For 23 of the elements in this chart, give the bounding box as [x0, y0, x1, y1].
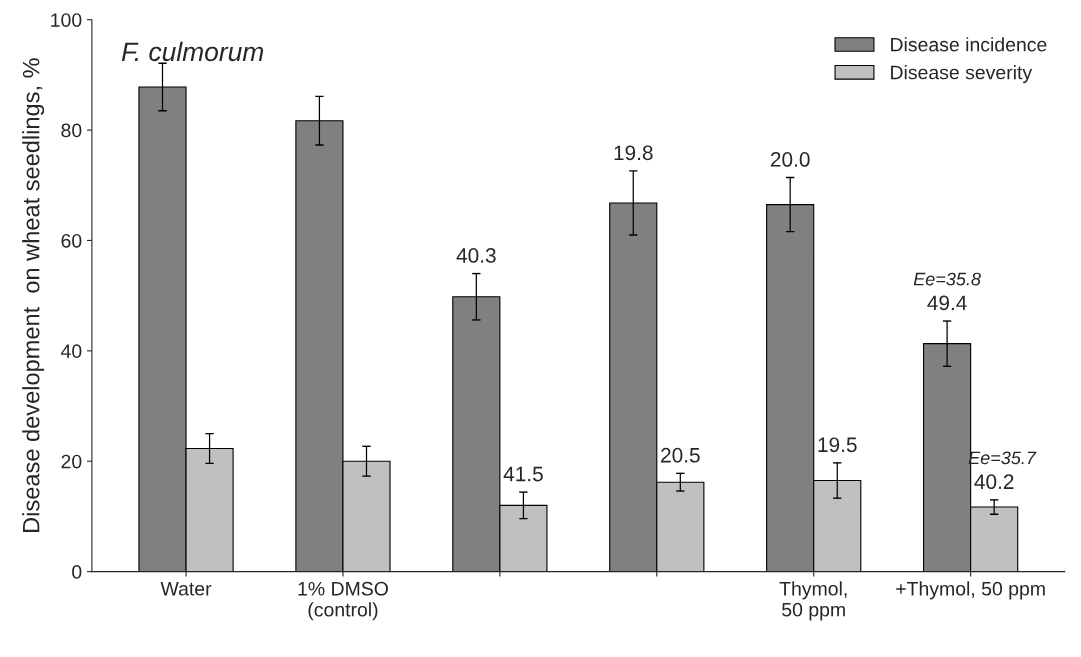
annotation: 19.8	[614, 145, 653, 161]
y-tick-label: 40	[60, 344, 82, 359]
y-tick-label: 60	[61, 233, 82, 248]
y-axis-title: Disease development on wheat seedlings, %	[22, 58, 45, 532]
y-tick-label: 0	[72, 565, 82, 579]
legend-label: Disease severity	[891, 65, 1033, 84]
annotation: 20.0	[770, 152, 810, 167]
y-tick-label: 80	[61, 123, 82, 138]
annotation: Ee=35.8	[913, 272, 981, 286]
annotation: 19.5	[818, 437, 857, 453]
y-tick-label: 20	[61, 454, 82, 469]
legend-label: Disease incidence	[891, 37, 1047, 52]
x-tick-label: Water	[160, 582, 212, 596]
annotation: F. culmorum	[121, 41, 264, 62]
annotation: 41.5	[503, 466, 543, 482]
y-tick-label: 100	[51, 13, 82, 27]
annotation: 40.3	[456, 248, 496, 263]
annotation: 20.5	[661, 447, 700, 463]
annotation: 49.4	[927, 295, 967, 311]
x-tick-label: 1% DMSO (control)	[298, 581, 388, 621]
annotation: 40.2	[974, 474, 1014, 490]
x-tick-label: +Thymol, 50 ppm	[896, 581, 1045, 600]
x-tick-label: Thymol, 50 ppm	[779, 581, 847, 621]
